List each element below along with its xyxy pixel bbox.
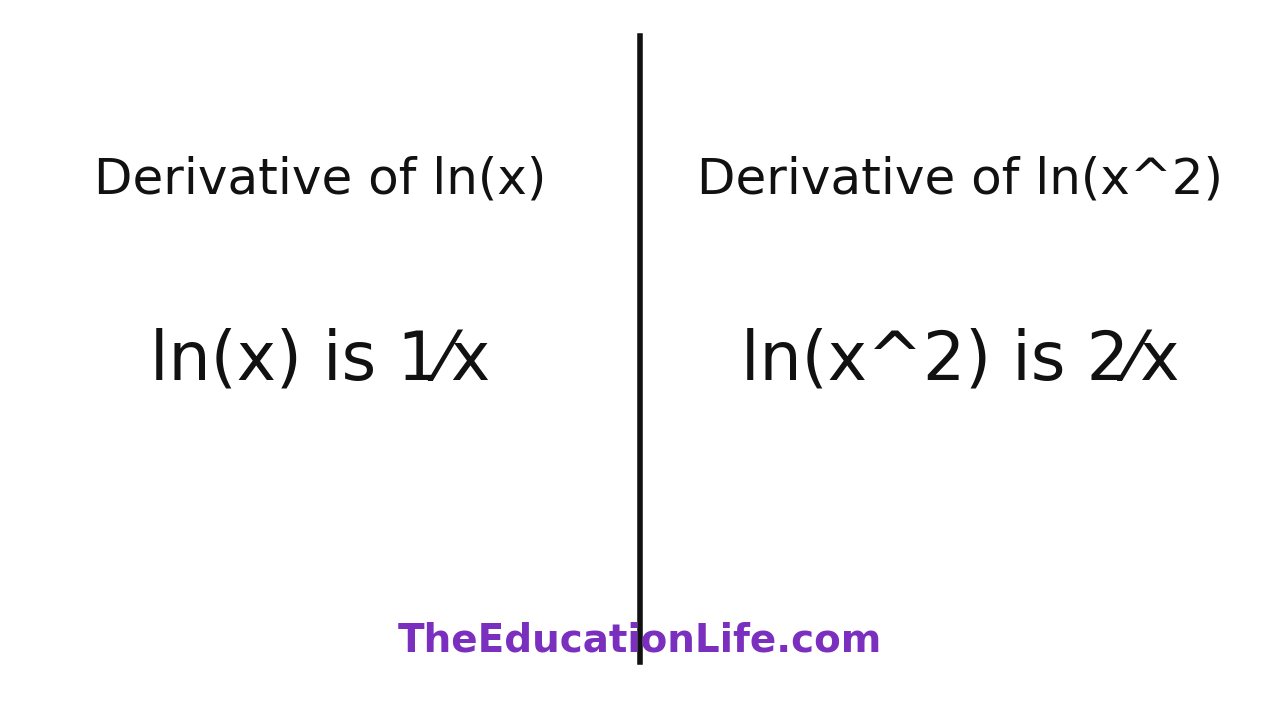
Text: ln(x) is 1⁄x: ln(x) is 1⁄x (150, 327, 490, 393)
Text: TheEducationLife.com: TheEducationLife.com (398, 622, 882, 660)
Text: ln(x^2) is 2⁄x: ln(x^2) is 2⁄x (741, 327, 1179, 393)
Text: Derivative of ln(x): Derivative of ln(x) (93, 156, 547, 204)
Text: Derivative of ln(x^2): Derivative of ln(x^2) (698, 156, 1222, 204)
